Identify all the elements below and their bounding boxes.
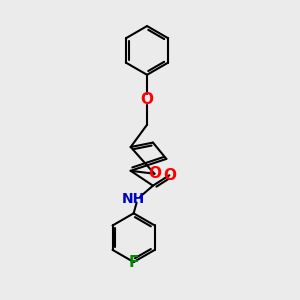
- Text: O: O: [148, 166, 161, 181]
- Text: F: F: [128, 255, 139, 270]
- Text: NH: NH: [122, 192, 145, 206]
- Text: O: O: [140, 92, 154, 107]
- Text: O: O: [163, 168, 176, 183]
